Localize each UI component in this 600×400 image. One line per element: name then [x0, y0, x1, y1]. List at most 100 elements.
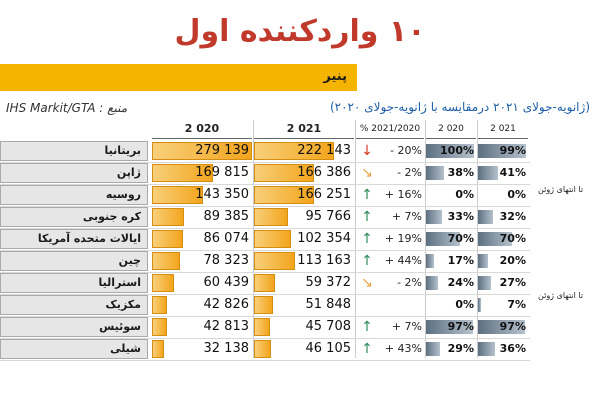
- value-2021: 59 372: [305, 275, 352, 290]
- value-2020-bar: [152, 230, 183, 248]
- share-2020: 70%: [426, 230, 476, 248]
- table-row: ژاپن 169 815 166 386 ↘ - 2% 38% 41%: [0, 162, 530, 185]
- value-2020: 86 074: [203, 231, 250, 246]
- value-2021-cell: 102 354: [254, 230, 354, 248]
- share-2021-fill: [478, 254, 488, 268]
- value-2021: 45 708: [305, 319, 352, 334]
- country-name: استرالیا: [0, 273, 148, 293]
- value-2021-bar: [254, 318, 271, 336]
- side-note: تا انتهای ژوئن: [538, 185, 584, 194]
- value-2020: 89 385: [203, 209, 250, 224]
- value-2020-bar: [152, 296, 168, 314]
- table-row: سوئیس 42 813 45 708 ↑ + 7% 97% 97%: [0, 316, 530, 339]
- share-2021: 32%: [478, 208, 528, 226]
- value-2020-cell: 86 074: [152, 230, 252, 248]
- trend-up-icon: ↑: [361, 187, 373, 203]
- divider: [425, 120, 426, 358]
- table-row: بریتانیا 279 139 222 143 ↓ - 20% 100% 99%: [0, 140, 530, 163]
- share-2021-label: 97%: [499, 320, 526, 333]
- header-change: % 2021/2020: [356, 120, 424, 139]
- change-value: + 7%: [391, 210, 422, 223]
- value-2020-bar: [152, 186, 204, 204]
- share-2021-label: 20%: [499, 254, 526, 267]
- share-2021-fill: [478, 320, 525, 334]
- share-2021: 36%: [478, 340, 528, 358]
- value-2020-cell: 42 813: [152, 318, 252, 336]
- country-name: ژاپن: [0, 163, 148, 183]
- share-2021: 27%: [478, 274, 528, 292]
- value-2021-cell: 46 105: [254, 340, 354, 358]
- trend-up-icon: ↑: [361, 209, 373, 225]
- country-name: کره جنوبی: [0, 207, 148, 227]
- share-2021-label: 32%: [499, 210, 526, 223]
- share-2020-label: 0%: [455, 298, 474, 311]
- share-2020-label: 33%: [447, 210, 474, 223]
- source-label: IHS Markit/GTA : منبع: [6, 101, 128, 115]
- value-2020-cell: 60 439: [152, 274, 252, 292]
- share-2020-fill: [426, 320, 473, 334]
- value-2021-cell: 222 143: [254, 142, 354, 160]
- share-2020: 0%: [426, 186, 476, 204]
- value-2021-bar: [254, 186, 314, 204]
- share-2021: 97%: [478, 318, 528, 336]
- value-2021-bar: [254, 274, 276, 292]
- trend-flat-icon: ↘: [361, 165, 373, 181]
- share-2020-label: 24%: [447, 276, 474, 289]
- share-2020: 100%: [426, 142, 476, 160]
- product-label: پنیر: [323, 69, 347, 84]
- value-2020: 169 815: [195, 165, 249, 180]
- value-2020-bar: [152, 318, 168, 336]
- change-value: + 19%: [384, 232, 422, 245]
- value-2021: 222 143: [297, 143, 351, 158]
- value-2021: 102 354: [297, 231, 351, 246]
- value-2021-bar: [254, 142, 334, 160]
- header-share-2020: 2 020: [426, 120, 476, 139]
- trend-down-icon: ↓: [361, 143, 373, 159]
- value-2021-bar: [254, 230, 291, 248]
- country-name: روسیه: [0, 185, 148, 205]
- value-2021-bar: [254, 340, 271, 358]
- value-2021-bar: [254, 208, 289, 226]
- header-2021: 2 021: [254, 120, 354, 139]
- divider: [253, 120, 254, 358]
- value-2020-cell: 89 385: [152, 208, 252, 226]
- table-row: کره جنوبی 89 385 95 766 ↑ + 7% 33% 32%: [0, 206, 530, 229]
- trend-flat-icon: ↘: [361, 275, 373, 291]
- product-band: پنیر: [0, 64, 357, 91]
- trend-up-icon: ↑: [361, 231, 373, 247]
- change-value: - 2%: [397, 276, 422, 289]
- share-2020-fill: [426, 232, 460, 246]
- value-2021-bar: [254, 164, 314, 182]
- change-value: - 20%: [390, 144, 422, 157]
- share-2021: 41%: [478, 164, 528, 182]
- period-subtitle: (ژانویه-جولای ۲۰۲۱ درمقایسه با ژانویه-جو…: [329, 100, 590, 114]
- value-2021-cell: 45 708: [254, 318, 354, 336]
- value-2020: 78 323: [203, 253, 250, 268]
- value-2020: 42 826: [203, 297, 250, 312]
- share-2021: 20%: [478, 252, 528, 270]
- value-2021-cell: 113 163: [254, 252, 354, 270]
- share-2021-label: 99%: [499, 144, 526, 157]
- country-name: مکزیک: [0, 295, 148, 315]
- table-row: ایالات متحده آمریکا 86 074 102 354 ↑ + 19% 70…: [0, 228, 530, 251]
- share-2021-label: 27%: [499, 276, 526, 289]
- value-2020-cell: 78 323: [152, 252, 252, 270]
- table-row: شیلی 32 138 46 105 ↑ + 43% 29% 36%: [0, 338, 530, 361]
- page-title: ۱۰ واردکننده اول: [174, 14, 426, 49]
- country-name: شیلی: [0, 339, 148, 359]
- value-2021-cell: 166 386: [254, 164, 354, 182]
- change-value: + 7%: [391, 320, 422, 333]
- share-2021: 99%: [478, 142, 528, 160]
- value-2020-cell: 143 350: [152, 186, 252, 204]
- value-2020: 42 813: [203, 319, 250, 334]
- share-2020: 0%: [426, 296, 476, 314]
- table-row: چین 78 323 113 163 ↑ + 44% 17% 20%: [0, 250, 530, 273]
- value-2021-cell: 95 766: [254, 208, 354, 226]
- value-2020: 279 139: [195, 143, 249, 158]
- share-2021-fill: [478, 210, 494, 224]
- divider: [477, 120, 478, 358]
- share-2021-label: 36%: [499, 342, 526, 355]
- change-value: - 2%: [397, 166, 422, 179]
- value-2020-bar: [152, 340, 164, 358]
- share-2020: 97%: [426, 318, 476, 336]
